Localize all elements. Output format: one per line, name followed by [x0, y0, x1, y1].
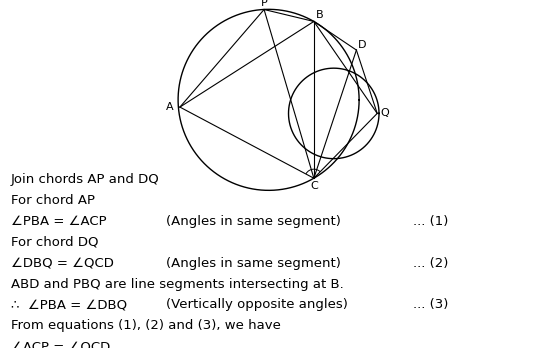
Text: B: B [316, 10, 323, 20]
Text: For chord DQ: For chord DQ [11, 236, 98, 249]
Text: D: D [358, 40, 366, 50]
Text: ... (1): ... (1) [413, 215, 448, 228]
Text: (Vertically opposite angles): (Vertically opposite angles) [166, 299, 348, 311]
Text: For chord AP: For chord AP [11, 194, 95, 207]
Text: A: A [166, 102, 174, 112]
Text: (Angles in same segment): (Angles in same segment) [166, 257, 341, 270]
Text: (Angles in same segment): (Angles in same segment) [166, 215, 341, 228]
Text: ∴  ∠PBA = ∠DBQ: ∴ ∠PBA = ∠DBQ [11, 299, 127, 311]
Text: ABD and PBQ are line segments intersecting at B.: ABD and PBQ are line segments intersecti… [11, 278, 344, 291]
Text: P: P [261, 0, 267, 8]
Text: C: C [310, 181, 318, 191]
Text: ... (2): ... (2) [413, 257, 448, 270]
Text: From equations (1), (2) and (3), we have: From equations (1), (2) and (3), we have [11, 319, 281, 332]
Text: Q: Q [380, 109, 389, 118]
Text: Join chords AP and DQ: Join chords AP and DQ [11, 173, 160, 186]
Text: ∠ACP = ∠QCD: ∠ACP = ∠QCD [11, 340, 110, 348]
Text: ∠PBA = ∠ACP: ∠PBA = ∠ACP [11, 215, 107, 228]
Text: ... (3): ... (3) [413, 299, 448, 311]
Text: ∠DBQ = ∠QCD: ∠DBQ = ∠QCD [11, 257, 114, 270]
